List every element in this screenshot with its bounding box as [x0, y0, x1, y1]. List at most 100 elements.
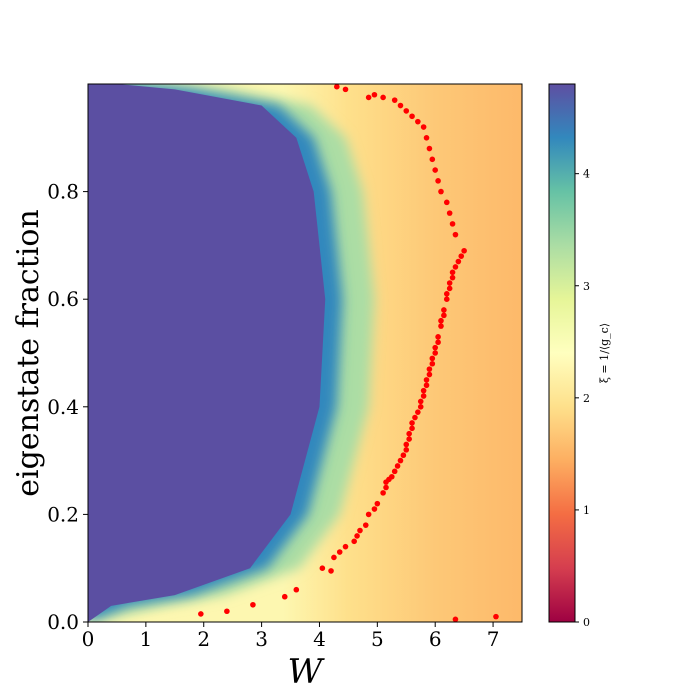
scatter-point: [446, 285, 453, 292]
scatter-point: [426, 366, 433, 372]
x-tick-label: 5: [371, 627, 384, 651]
y-tick-label: 0.6: [47, 287, 79, 311]
scatter-point: [415, 409, 421, 415]
scatter-point: [452, 231, 459, 238]
scatter-series: [198, 84, 499, 622]
scatter-point: [357, 527, 363, 534]
scatter-point: [403, 447, 410, 453]
scatter-point: [435, 178, 441, 184]
scatter-point: [365, 511, 372, 518]
scatter-point: [365, 94, 372, 101]
x-tick-label: 3: [255, 627, 268, 651]
scatter-point: [391, 468, 398, 475]
scatter-point: [374, 500, 381, 507]
scatter-point: [452, 616, 459, 622]
scatter-point: [328, 568, 334, 574]
scatter-point: [371, 506, 378, 512]
y-axis-label: eigenstate fraction: [11, 209, 46, 496]
scatter-point: [429, 360, 436, 367]
scatter-point: [319, 565, 326, 571]
scatter-point: [394, 463, 401, 469]
scatter-point: [380, 94, 386, 101]
scatter-point: [438, 188, 444, 195]
scatter-point: [406, 430, 412, 437]
scatter-point: [443, 199, 450, 206]
scatter-point: [435, 339, 441, 346]
scatter-point: [397, 102, 404, 109]
scatter-point: [397, 457, 404, 464]
scatter-point: [432, 350, 439, 356]
colorbar-tick-label: 2: [583, 392, 590, 405]
y-tick-label: 0.2: [47, 502, 79, 526]
scatter-point: [334, 84, 340, 90]
y-tick-label: 0.8: [47, 180, 79, 204]
scatter-point: [336, 549, 343, 555]
scatter-point: [432, 344, 439, 351]
scatter-point: [432, 167, 439, 173]
scatter-point: [438, 317, 444, 324]
scatter-point: [443, 291, 450, 297]
scatter-point: [423, 377, 430, 383]
y-axis: 0.0 0.2 0.4 0.6 0.8: [47, 180, 88, 634]
colorbar: [548, 83, 576, 623]
scatter-point: [293, 586, 300, 593]
scatter-point: [371, 91, 378, 98]
colorbar-tick-label: 1: [583, 504, 590, 517]
scatter-point: [455, 258, 462, 265]
scatter-point: [429, 156, 436, 163]
x-tick-label: 6: [429, 627, 442, 651]
scatter-point: [420, 393, 427, 399]
scatter-point: [409, 420, 415, 426]
scatter-point: [423, 382, 430, 389]
scatter-point: [391, 97, 398, 103]
scatter-point: [458, 253, 465, 259]
scatter-point: [342, 543, 349, 550]
scatter-point: [389, 473, 395, 480]
scatter-point: [409, 113, 415, 120]
scatter-point: [420, 387, 427, 394]
scatter-point: [446, 210, 453, 216]
scatter-point: [420, 124, 427, 130]
scatter-point: [435, 334, 441, 340]
scatter-point: [415, 118, 421, 125]
scatter-point: [493, 613, 499, 620]
x-axis: 0 1 2 3 4 5 6 7: [82, 622, 500, 651]
x-axis-label: W: [288, 652, 326, 692]
x-tick-label: 4: [313, 627, 326, 651]
scatter-point: [406, 436, 412, 442]
scatter-point: [426, 371, 433, 378]
x-tick-label: 7: [487, 627, 500, 651]
heatmap-saturated-region: [88, 84, 326, 622]
scatter-point: [400, 452, 407, 459]
scatter-point: [342, 86, 349, 93]
scatter-point: [441, 312, 447, 319]
scatter-point: [198, 611, 204, 617]
plot-frame: [87, 83, 523, 623]
scatter-point: [429, 355, 436, 362]
scatter-point: [426, 145, 433, 152]
scatter-point: [351, 538, 357, 545]
x-tick-label: 0: [82, 627, 95, 651]
scatter-point: [224, 608, 230, 615]
scatter-point: [449, 274, 456, 281]
colorbar-tick-label: 0: [583, 616, 590, 629]
scatter-point: [331, 554, 337, 561]
scatter-point: [380, 490, 386, 496]
scatter-point: [403, 441, 410, 448]
colorbar-axis: 0 1 2 3 4: [575, 168, 590, 629]
scatter-point: [383, 484, 389, 491]
scatter-point: [438, 323, 444, 329]
scatter-point: [403, 108, 410, 114]
scatter-point: [354, 533, 360, 539]
y-tick-label: 0.0: [47, 610, 79, 634]
scatter-point: [461, 247, 467, 254]
scatter-point: [452, 264, 459, 270]
scatter-point: [443, 296, 450, 303]
scatter-point: [409, 425, 415, 432]
scatter-point: [281, 593, 288, 600]
scatter-point: [362, 522, 369, 528]
colorbar-tick-label: 3: [583, 280, 590, 293]
scatter-point: [412, 414, 418, 421]
scatter-point: [250, 601, 256, 608]
scatter-point: [417, 398, 424, 405]
